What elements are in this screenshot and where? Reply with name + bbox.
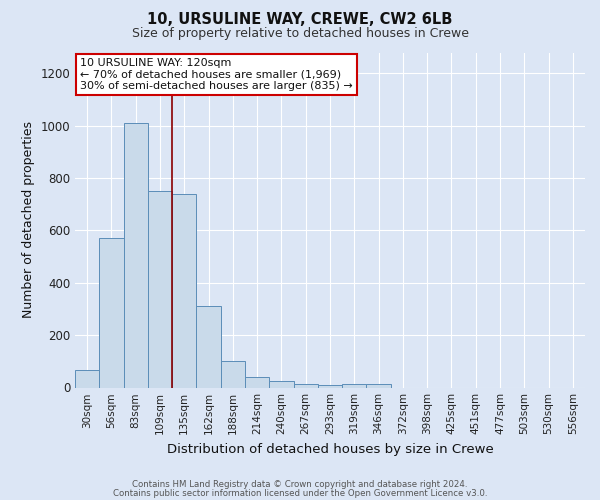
- Y-axis label: Number of detached properties: Number of detached properties: [22, 122, 35, 318]
- Bar: [245, 377, 269, 388]
- Bar: [148, 191, 172, 388]
- Text: Size of property relative to detached houses in Crewe: Size of property relative to detached ho…: [131, 28, 469, 40]
- Text: 10 URSULINE WAY: 120sqm
← 70% of detached houses are smaller (1,969)
30% of semi: 10 URSULINE WAY: 120sqm ← 70% of detache…: [80, 58, 353, 90]
- Text: Contains public sector information licensed under the Open Government Licence v3: Contains public sector information licen…: [113, 489, 487, 498]
- Bar: [318, 386, 342, 388]
- Bar: [269, 381, 293, 388]
- Bar: [172, 194, 196, 388]
- Text: Contains HM Land Registry data © Crown copyright and database right 2024.: Contains HM Land Registry data © Crown c…: [132, 480, 468, 489]
- Bar: [342, 384, 367, 388]
- Bar: [293, 384, 318, 388]
- X-axis label: Distribution of detached houses by size in Crewe: Distribution of detached houses by size …: [167, 443, 493, 456]
- Bar: [75, 370, 99, 388]
- Bar: [221, 362, 245, 388]
- Bar: [196, 306, 221, 388]
- Bar: [99, 238, 124, 388]
- Bar: [124, 123, 148, 388]
- Bar: [367, 384, 391, 388]
- Text: 10, URSULINE WAY, CREWE, CW2 6LB: 10, URSULINE WAY, CREWE, CW2 6LB: [148, 12, 452, 28]
